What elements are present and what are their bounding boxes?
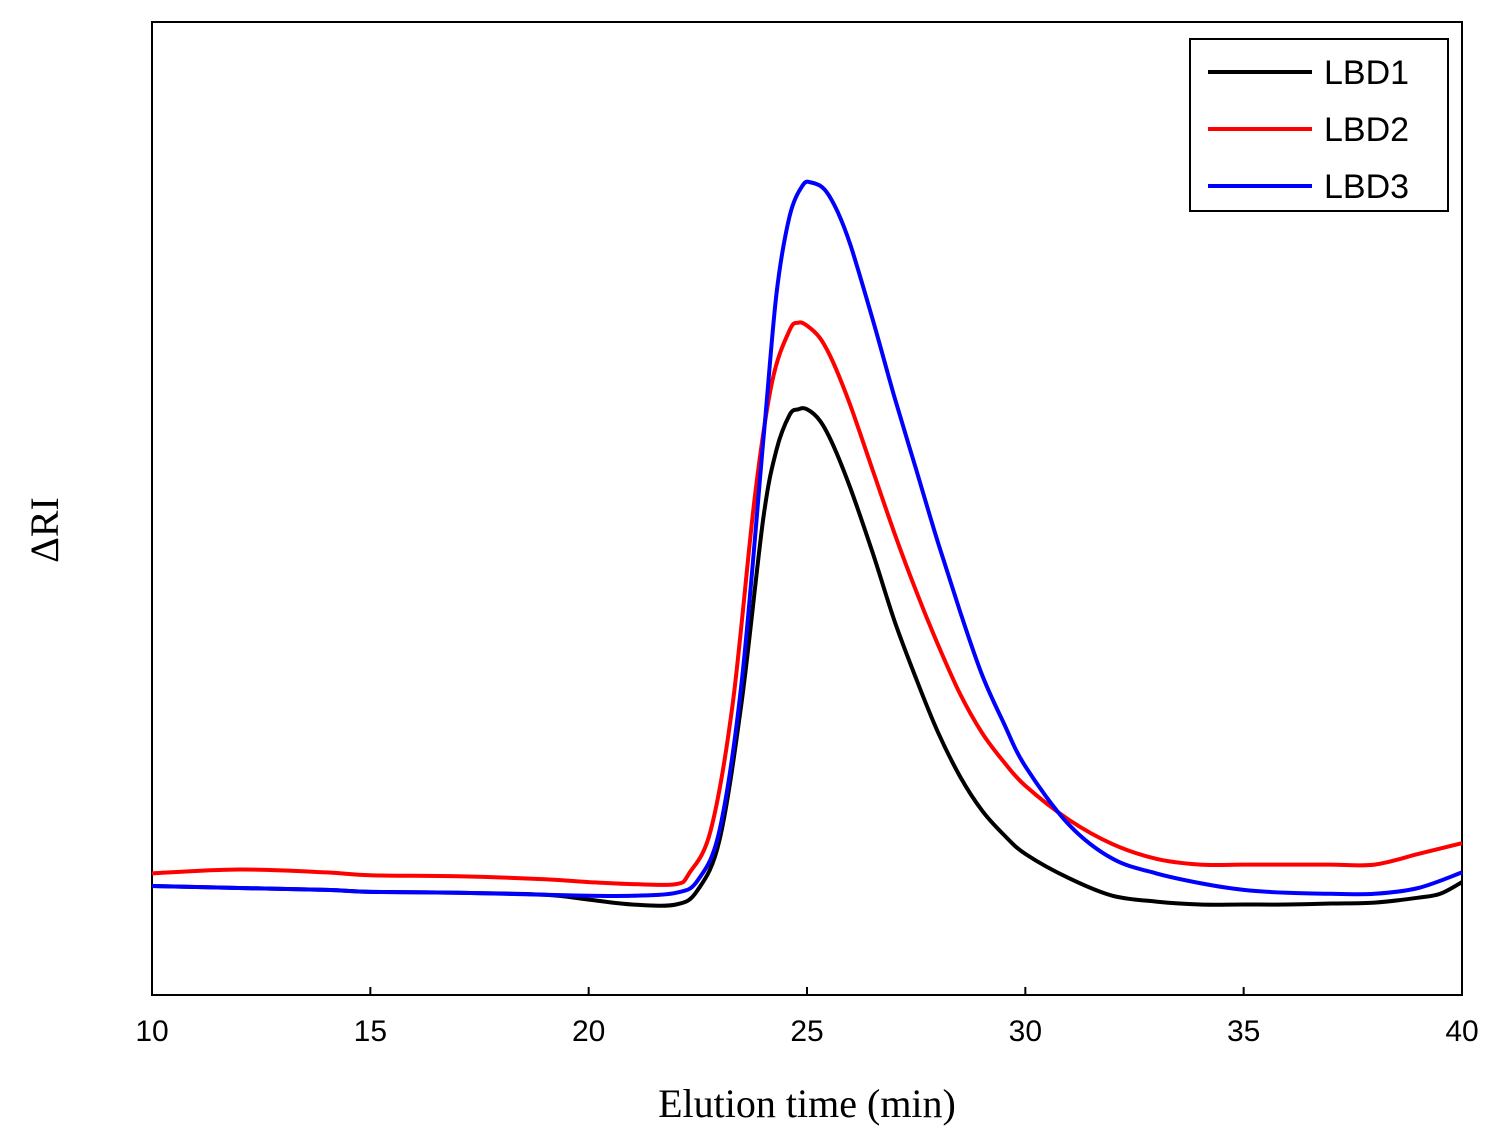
legend-label-lbd3: LBD3 [1324, 168, 1409, 206]
x-axis-label: Elution time (min) [658, 1081, 956, 1126]
x-tick-label: 15 [354, 1015, 387, 1048]
x-axis-ticks: 10 15 20 25 30 35 40 [135, 987, 1479, 1048]
x-tick-label: 10 [135, 1015, 168, 1048]
x-tick-label: 40 [1445, 1015, 1478, 1048]
legend-label-lbd1: LBD1 [1324, 54, 1409, 92]
legend: LBD1 LBD2 LBD3 [1189, 38, 1449, 212]
x-tick-label: 30 [1009, 1015, 1042, 1048]
x-tick-label: 35 [1227, 1015, 1260, 1048]
series-line-lbd1 [151, 406, 1463, 908]
legend-label-lbd2: LBD2 [1324, 111, 1409, 149]
y-axis-label: ΔRI [22, 497, 67, 563]
x-tick-label: 25 [790, 1015, 823, 1048]
series-layer [151, 179, 1463, 908]
series-line-lbd2 [151, 320, 1463, 887]
x-tick-label: 20 [572, 1015, 605, 1048]
legend-box [1189, 38, 1449, 212]
series-line-lbd3 [151, 179, 1463, 899]
